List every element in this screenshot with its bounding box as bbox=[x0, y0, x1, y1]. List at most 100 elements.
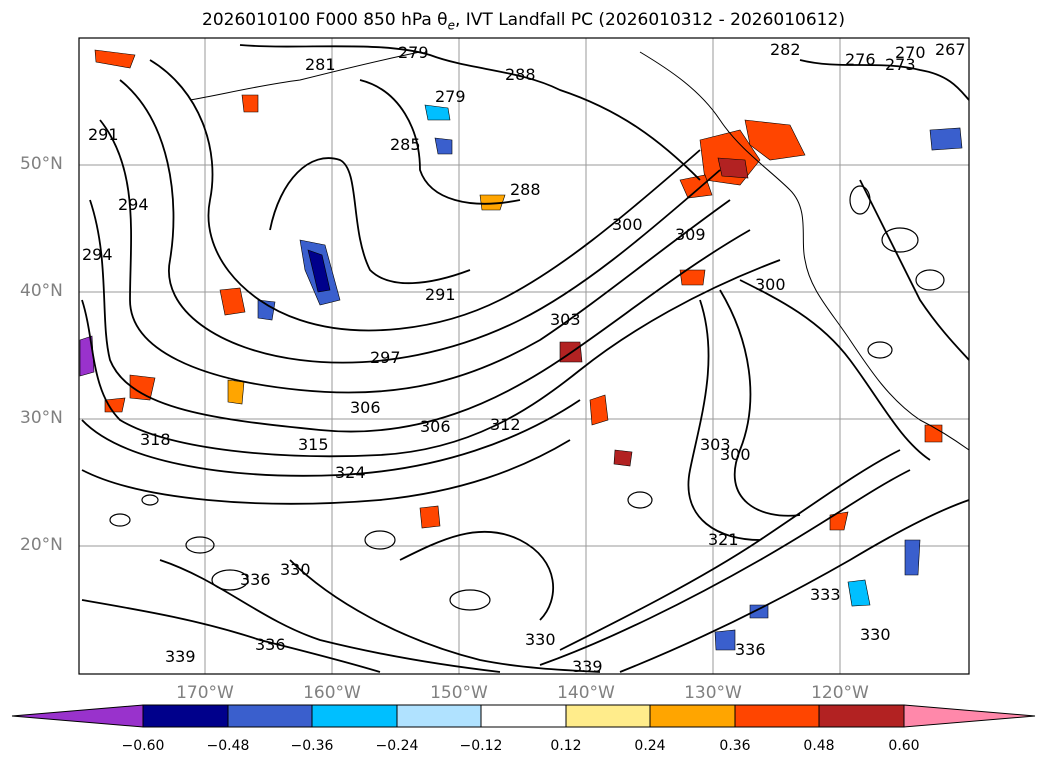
theta-e-contours bbox=[81, 44, 969, 673]
contour-label: 336 bbox=[255, 635, 286, 654]
negative-patch bbox=[714, 629, 736, 651]
plot-background bbox=[79, 38, 969, 674]
contour-label: 324 bbox=[335, 463, 366, 482]
lat-label-40n: 40°N bbox=[20, 281, 63, 301]
negative-patch bbox=[904, 539, 921, 576]
negative-patch bbox=[307, 249, 331, 293]
coastline bbox=[189, 51, 969, 451]
colorbar-bin bbox=[818, 704, 905, 728]
lat-label-30n: 30°N bbox=[20, 408, 63, 428]
colorbar-tick: 0.36 bbox=[719, 738, 751, 754]
colorbar-over-arrow bbox=[903, 704, 1036, 728]
contour-label: 318 bbox=[140, 430, 171, 449]
contour-label: 300 bbox=[755, 275, 786, 294]
colorbar-bin bbox=[142, 704, 229, 728]
colorbar-tick: −0.36 bbox=[290, 738, 334, 754]
lat-label-20n: 20°N bbox=[20, 535, 63, 555]
contour-label: 330 bbox=[525, 630, 556, 649]
positive-patch bbox=[419, 505, 441, 529]
negative-patch bbox=[847, 579, 871, 607]
fine-contours bbox=[109, 185, 945, 611]
contour-label: 281 bbox=[305, 55, 336, 74]
lat-label-50n: 50°N bbox=[20, 154, 63, 174]
negative-patch bbox=[79, 335, 95, 377]
contour-label: 303 bbox=[700, 435, 731, 454]
contour-label: 291 bbox=[88, 125, 119, 144]
positive-patch bbox=[613, 449, 633, 467]
positive-patch bbox=[219, 287, 246, 316]
contour-label: 303 bbox=[550, 310, 581, 329]
contour-label: 336 bbox=[735, 640, 766, 659]
colorbar-tick: 0.60 bbox=[888, 738, 920, 754]
lon-label-130w: 130°W bbox=[684, 683, 742, 703]
contour-label: 339 bbox=[165, 647, 196, 666]
contour-label: 306 bbox=[350, 398, 381, 417]
contour-label: 336 bbox=[240, 570, 271, 589]
lon-label-150w: 150°W bbox=[430, 683, 488, 703]
graticule bbox=[79, 38, 969, 674]
contour-label: 294 bbox=[118, 195, 149, 214]
colorbar-tick: −0.12 bbox=[459, 738, 503, 754]
contour-label: 333 bbox=[810, 585, 841, 604]
positive-patch bbox=[479, 194, 506, 211]
negative-patch bbox=[424, 104, 451, 121]
contour-label: 309 bbox=[675, 225, 706, 244]
colorbar-tick: 0.12 bbox=[550, 738, 582, 754]
contour-label: 297 bbox=[370, 348, 401, 367]
colorbar-bin bbox=[396, 704, 482, 728]
contour-label: 312 bbox=[490, 415, 521, 434]
negative-patch bbox=[929, 127, 963, 151]
contour-label: 306 bbox=[420, 417, 451, 436]
contour-label: 276 bbox=[845, 50, 876, 69]
positive-patch bbox=[227, 379, 245, 405]
plot-frame bbox=[78, 37, 970, 675]
positive-patch bbox=[129, 374, 156, 401]
contour-label: 288 bbox=[510, 180, 541, 199]
lon-label-170w: 170°W bbox=[176, 683, 234, 703]
colorbar-bin bbox=[480, 704, 567, 728]
contour-label: 321 bbox=[708, 530, 739, 549]
positive-patch bbox=[744, 119, 806, 161]
colorbar-bin bbox=[227, 704, 313, 728]
negative-patch bbox=[257, 299, 276, 321]
colorbar-bin bbox=[311, 704, 398, 728]
colorbar-bin bbox=[734, 704, 820, 728]
ivt-anomaly-patches bbox=[79, 49, 963, 651]
lon-label-120w: 120°W bbox=[811, 683, 869, 703]
contour-label: 291 bbox=[425, 285, 456, 304]
lon-label-160w: 160°W bbox=[303, 683, 361, 703]
contour-label: 300 bbox=[720, 445, 751, 464]
map-title: 2026010100 F000 850 hPa θe, IVT Landfall… bbox=[202, 10, 845, 33]
positive-patch bbox=[94, 49, 136, 69]
contour-label: 285 bbox=[390, 135, 421, 154]
colorbar-tick: −0.48 bbox=[206, 738, 250, 754]
colorbar-bin bbox=[649, 704, 736, 728]
colorbar-tick: 0.48 bbox=[803, 738, 835, 754]
positive-patch bbox=[829, 511, 849, 531]
contour-label: 270 bbox=[895, 43, 926, 62]
colorbar bbox=[11, 704, 1036, 728]
contour-label: 267 bbox=[935, 40, 966, 59]
positive-patch bbox=[241, 94, 259, 113]
contour-label: 273 bbox=[885, 55, 916, 74]
contour-labels: 279 281 288 279 285 282 276 273 270 267 … bbox=[82, 40, 966, 676]
colorbar-tick: −0.24 bbox=[375, 738, 419, 754]
contour-label: 282 bbox=[770, 40, 801, 59]
contour-label: 279 bbox=[435, 87, 466, 106]
contour-label: 300 bbox=[612, 215, 643, 234]
contour-label: 330 bbox=[860, 625, 891, 644]
lon-label-140w: 140°W bbox=[557, 683, 615, 703]
colorbar-tick: 0.24 bbox=[634, 738, 666, 754]
positive-patch bbox=[589, 394, 609, 426]
contour-label: 339 bbox=[572, 657, 603, 676]
positive-patch bbox=[679, 269, 706, 286]
contour-label: 330 bbox=[280, 560, 311, 579]
contour-label: 279 bbox=[398, 43, 429, 62]
colorbar-bin bbox=[565, 704, 651, 728]
colorbar-under-arrow bbox=[11, 704, 144, 728]
negative-patch bbox=[434, 137, 453, 155]
contour-label: 288 bbox=[505, 65, 536, 84]
colorbar-tick: −0.60 bbox=[121, 738, 165, 754]
contour-label: 315 bbox=[298, 435, 329, 454]
